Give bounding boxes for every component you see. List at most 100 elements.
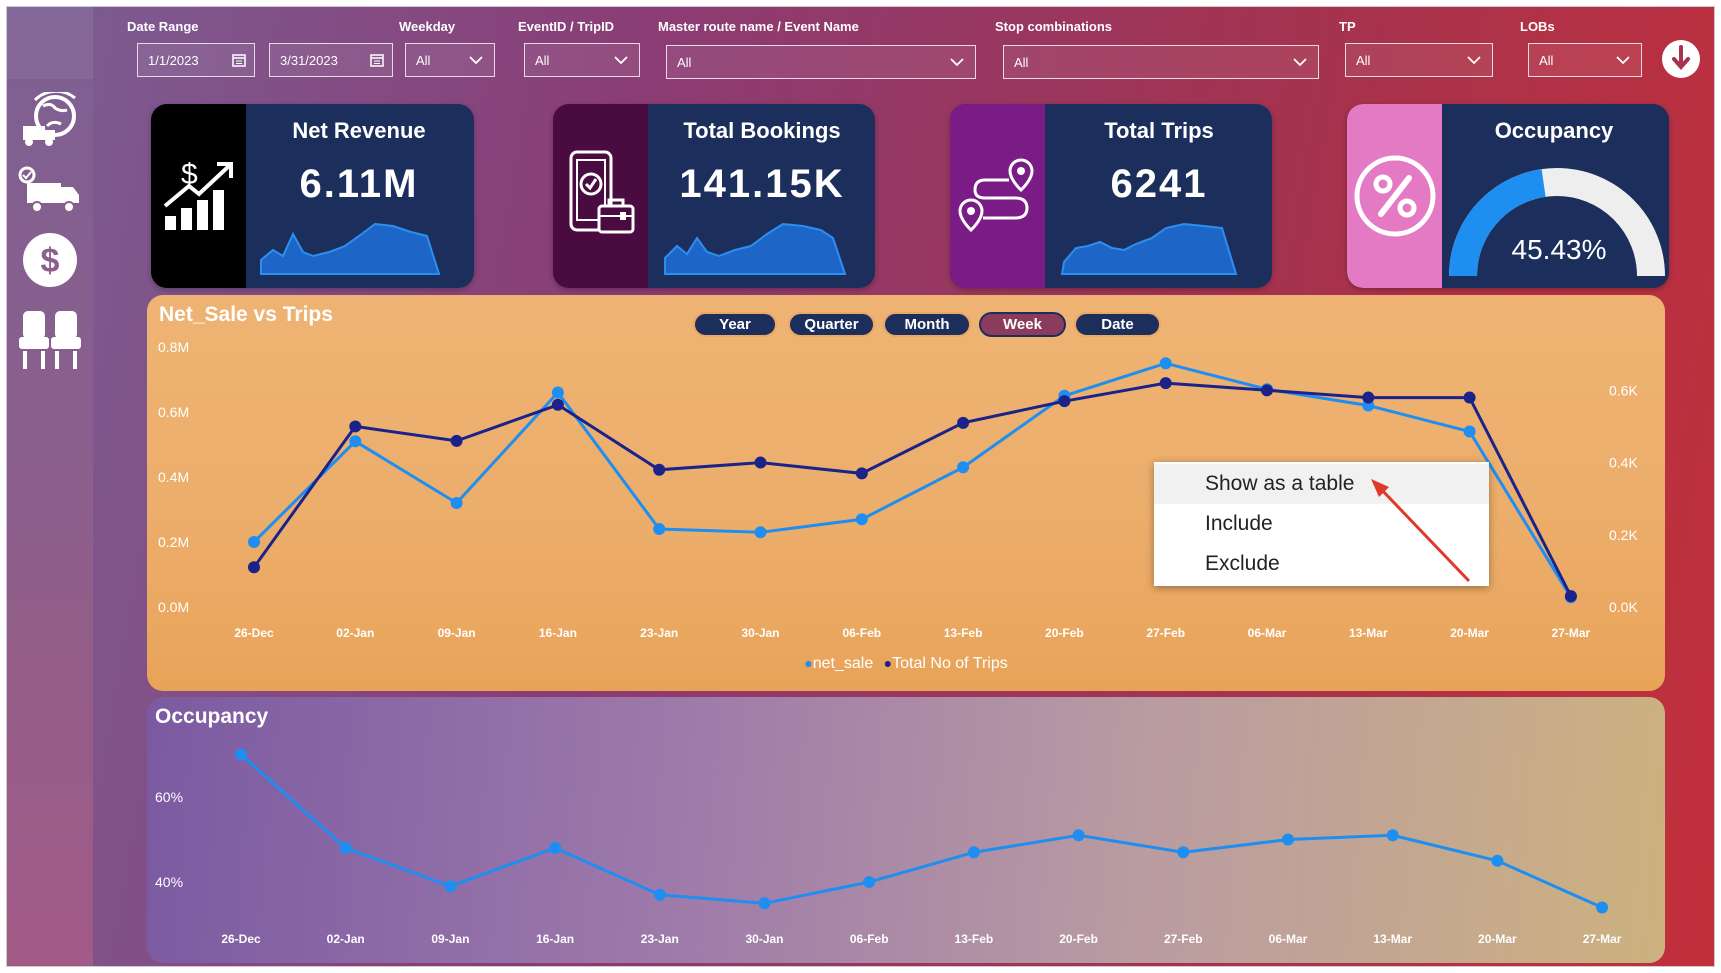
kpi-icon-block — [1347, 104, 1442, 288]
x-tick-label: 23-Jan — [641, 932, 679, 946]
data-point-trips — [1261, 384, 1273, 397]
nav-revenue[interactable]: $ — [15, 227, 85, 293]
x-tick-label: 02-Jan — [336, 626, 374, 640]
kpi-total-bookings[interactable]: Total Bookings 141.15K — [553, 104, 875, 288]
data-point-occupancy — [1072, 829, 1085, 842]
x-tick-label: 13-Feb — [955, 932, 994, 946]
lobs-dropdown[interactable]: All — [1528, 43, 1642, 77]
dollar-icon: $ — [23, 233, 77, 287]
legend-label-net-sale: net_sale — [812, 655, 874, 672]
data-point-occupancy — [1491, 854, 1504, 867]
data-point-net-sale — [855, 513, 868, 526]
x-tick-label: 16-Jan — [536, 932, 574, 946]
kpi-net-revenue[interactable]: $ Net Revenue 6.11M — [151, 104, 474, 288]
tp-value: All — [1356, 52, 1371, 68]
global-logistics-icon — [23, 92, 76, 146]
kpi-value: 6.11M — [299, 162, 419, 206]
data-point-trips — [349, 420, 362, 433]
svg-text:$: $ — [41, 242, 60, 280]
drill-quarter-button[interactable]: Quarter — [788, 312, 875, 337]
series-line-net-sale — [252, 361, 1573, 599]
weekday-dropdown[interactable]: All — [405, 43, 495, 77]
x-tick-label: 30-Jan — [741, 626, 779, 640]
x-tick-label: 23-Jan — [640, 626, 678, 640]
y-tick-label: 40% — [155, 874, 183, 890]
x-tick-label: 27-Feb — [1164, 932, 1203, 946]
drill-date-button[interactable]: Date — [1074, 312, 1161, 337]
kpi-sparkline — [260, 222, 441, 275]
left-nav: $ — [7, 7, 93, 966]
kpi-value: 6241 — [1110, 162, 1208, 206]
nav-delivery-truck[interactable] — [15, 157, 85, 223]
mobile-booking-icon — [569, 150, 634, 234]
stop-combinations-dropdown[interactable]: All — [1003, 45, 1319, 79]
kpi-icon-block — [950, 104, 1045, 288]
occupancy-chart[interactable]: Occupancy 40% 60% 26-Dec 02-Jan 09-Jan 16-Jan… — [147, 697, 1665, 963]
delivery-truck-icon — [18, 166, 79, 213]
chevron-down-icon — [469, 56, 483, 65]
x-tick-label: 06-Mar — [1248, 626, 1287, 640]
data-point-trips — [1058, 395, 1071, 408]
data-point-trips — [1463, 391, 1476, 404]
menu-include[interactable]: Include — [1205, 512, 1273, 535]
nav-global-logistics[interactable] — [15, 87, 85, 153]
x-tick-label: 20-Feb — [1045, 626, 1084, 640]
data-point-net-sale — [450, 497, 463, 509]
legend-label-trips: Total No of Trips — [892, 655, 1008, 672]
data-point-net-sale — [653, 523, 666, 535]
x-tick-label: 20-Mar — [1478, 932, 1517, 946]
kpi-title: Total Bookings — [683, 118, 841, 143]
nav-seats[interactable] — [15, 307, 85, 373]
date-end-value: 3/31/2023 — [280, 52, 338, 68]
percent-icon — [1354, 155, 1435, 237]
kpi-title: Total Trips — [1104, 118, 1214, 143]
logo-area — [7, 7, 93, 79]
y2-tick-label: 0.6K — [1609, 382, 1638, 398]
date-end-input[interactable]: 3/31/2023 — [269, 43, 393, 77]
seats-icon — [19, 311, 81, 369]
data-point-net-sale — [957, 461, 970, 474]
data-point-occupancy — [339, 842, 352, 854]
legend-dot-trips: ● — [883, 655, 893, 671]
tp-dropdown[interactable]: All — [1345, 43, 1493, 77]
revenue-growth-icon: $ — [163, 158, 233, 230]
legend-dot-net-sale: ● — [804, 655, 813, 671]
menu-exclude[interactable]: Exclude — [1205, 552, 1280, 575]
route-dropdown[interactable]: All — [666, 45, 976, 79]
download-button[interactable] — [1661, 39, 1701, 79]
menu-show-as-table[interactable]: Show as a table — [1154, 464, 1489, 504]
data-point-occupancy — [863, 876, 876, 888]
calendar-icon — [370, 54, 384, 67]
y-tick-label: 0.2M — [158, 534, 189, 550]
data-point-occupancy — [1386, 829, 1399, 842]
data-point-occupancy — [444, 880, 457, 893]
chart-legend: ●net_sale ●Total No of Trips — [147, 655, 1665, 673]
eventid-dropdown[interactable]: All — [524, 43, 640, 77]
data-point-trips — [754, 456, 767, 469]
kpi-occupancy[interactable]: Occupancy 45.43% — [1347, 104, 1669, 288]
data-point-trips — [248, 561, 260, 574]
occupancy-gauge — [1449, 168, 1665, 277]
data-point-occupancy — [967, 846, 980, 859]
x-tick-label: 16-Jan — [539, 626, 577, 640]
date-start-value: 1/1/2023 — [148, 52, 199, 68]
drill-year-button[interactable]: Year — [693, 312, 777, 337]
kpi-total-trips[interactable]: Total Trips 6241 — [950, 104, 1272, 288]
data-point-net-sale — [1463, 425, 1476, 438]
x-tick-label: 27-Feb — [1146, 626, 1185, 640]
chevron-down-icon — [1467, 56, 1481, 65]
drill-month-button[interactable]: Month — [883, 312, 971, 337]
series-line-trips — [252, 381, 1573, 597]
data-point-trips — [1564, 590, 1577, 603]
drill-week-button[interactable]: Week — [979, 312, 1066, 337]
data-point-occupancy — [758, 897, 771, 910]
kpi-icon-block: $ — [151, 104, 246, 288]
x-tick-label: 27-Mar — [1552, 626, 1591, 640]
svg-text:$: $ — [181, 158, 198, 191]
route-label: Master route name / Event Name — [658, 19, 859, 34]
chart-title: Net_Sale vs Trips — [159, 303, 333, 326]
y2-tick-label: 0.2K — [1609, 527, 1638, 543]
lobs-label: LOBs — [1520, 19, 1555, 34]
date-start-input[interactable]: 1/1/2023 — [137, 43, 255, 77]
x-tick-label: 26-Dec — [234, 626, 274, 640]
